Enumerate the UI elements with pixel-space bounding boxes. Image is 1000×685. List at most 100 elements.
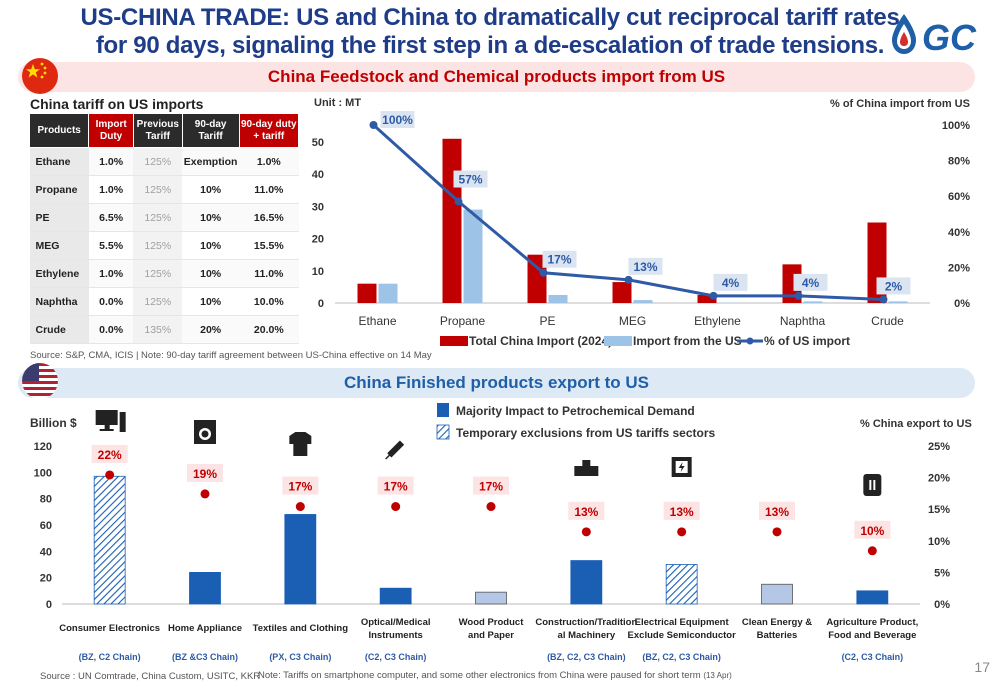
- previous-tariff-cell: 125%: [133, 147, 183, 176]
- tariff-table-row: Ethylene 1.0% 125% 10% 11.0%: [29, 259, 299, 288]
- 90day-tariff-cell: 10%: [182, 287, 240, 316]
- share-point: [677, 527, 687, 537]
- product-cell: Naphtha: [29, 287, 89, 316]
- 90day-total-cell: 1.0%: [239, 147, 299, 176]
- previous-tariff-cell: 125%: [133, 231, 183, 260]
- tariff-table: Products Import Duty Previous Tariff 90-…: [28, 113, 300, 344]
- shirt-icon: [289, 432, 312, 456]
- tariff-table-row: Ethane 1.0% 125% Exemption 1.0%: [29, 147, 299, 176]
- 90day-total-cell: 10.0%: [239, 287, 299, 316]
- chart2-category-label: Construction/Tradition: [535, 617, 637, 628]
- chart1-category-label: Crude: [871, 314, 904, 328]
- machinery-icon: [574, 460, 599, 476]
- line-data-label: 57%: [458, 173, 482, 187]
- share-data-label: 13%: [574, 505, 598, 519]
- chart2-y2tick: 5%: [934, 567, 950, 579]
- chart2-category-label: Instruments: [368, 630, 422, 641]
- chart1-category-label: MEG: [619, 314, 646, 328]
- 90day-total-cell: 11.0%: [239, 175, 299, 204]
- line-point: [709, 291, 718, 300]
- chart2-category-label: Textiles and Clothing: [253, 623, 349, 634]
- 90day-total-cell: 16.5%: [239, 203, 299, 232]
- share-label-box: [377, 476, 414, 495]
- bar-export-value: [570, 560, 603, 605]
- chart1-ytick: 30: [312, 201, 324, 213]
- line-label-box: [793, 273, 828, 291]
- product-chain-label: (BZ, C2, C3 Chain): [642, 652, 721, 662]
- share-data-label: 10%: [860, 524, 884, 538]
- 90day-tariff-cell: 10%: [182, 175, 240, 204]
- chart1-right-axis-label: % of China import from US: [830, 98, 970, 110]
- tariff-table-row: Propane 1.0% 125% 10% 11.0%: [29, 175, 299, 204]
- bar-export-value: [189, 572, 221, 605]
- legend-swatch-point: [746, 337, 754, 345]
- banner-china-import: China Feedstock and Chemical products im…: [18, 62, 975, 92]
- title-line-1: US-CHINA TRADE: US and China to dramatic…: [80, 4, 900, 31]
- legend-label-share: % of US import: [764, 334, 850, 348]
- share-point: [772, 527, 782, 537]
- share-point: [867, 546, 877, 556]
- bar-us-import: [548, 294, 568, 303]
- source-note-2: Source : UN Comtrade, China Custom, USIT…: [40, 671, 261, 682]
- chart2-category-label: Electrical Equipment: [635, 617, 730, 628]
- import-duty-cell: 1.0%: [88, 147, 134, 176]
- share-point: [105, 470, 115, 480]
- bar-us-import: [633, 300, 653, 303]
- chart1-ytick: 40: [312, 169, 324, 181]
- legend-label-total: Total China Import (2024): [469, 334, 612, 348]
- share-data-label: 17%: [288, 480, 312, 494]
- chart1-y2tick: 20%: [948, 262, 970, 274]
- product-chain-label: (PX, C3 Chain): [269, 652, 331, 662]
- 90day-tariff-cell: 10%: [182, 231, 240, 260]
- chart1-category-label: Ethylene: [694, 314, 741, 328]
- gc-logo: GC: [888, 12, 988, 58]
- share-label-box: [663, 501, 700, 520]
- line-data-label: 4%: [802, 276, 820, 290]
- line-point: [879, 295, 888, 304]
- chart2-ytick: 100: [34, 467, 52, 479]
- chart2-category-label: Consumer Electronics: [59, 623, 160, 634]
- chart1-category-label: PE: [539, 314, 555, 328]
- chart1-unit-label: Unit : MT: [314, 97, 362, 109]
- page-number: 17: [974, 659, 990, 675]
- bar-export-value: [284, 514, 317, 605]
- 90day-total-cell: 15.5%: [239, 231, 299, 260]
- legend-swatch-us: [604, 336, 632, 346]
- share-label-box: [759, 501, 795, 520]
- tariff-table-row: MEG 5.5% 125% 10% 15.5%: [29, 231, 299, 260]
- logo-text: GC: [922, 17, 977, 58]
- previous-tariff-cell: 125%: [133, 175, 183, 204]
- previous-tariff-cell: 135%: [133, 315, 183, 344]
- line-point: [539, 268, 548, 277]
- line-data-label: 17%: [547, 253, 571, 267]
- share-point: [391, 502, 401, 512]
- chart2-category-label: Food and Beverage: [828, 630, 916, 641]
- chart2-category-label: Agriculture Product,: [826, 617, 918, 628]
- bar-export-value: [475, 591, 507, 605]
- product-chain-label: (C2, C3 Chain): [365, 652, 427, 662]
- tariff-table-row: Naphtha 0.0% 125% 10% 10.0%: [29, 287, 299, 316]
- product-cell: Propane: [29, 175, 89, 204]
- share-label-box: [854, 520, 891, 539]
- product-cell: Ethylene: [29, 259, 89, 288]
- chart1-ytick: 20: [312, 234, 324, 246]
- chart2-ytick: 60: [40, 520, 52, 532]
- legend-swatch-exclusion: [436, 424, 450, 440]
- header-previous-tariff: Previous Tariff: [132, 113, 183, 148]
- share-label-box: [568, 501, 605, 520]
- chart1-category-label: Naphtha: [780, 314, 826, 328]
- share-label-box: [91, 444, 128, 463]
- chart1-category-label: Ethane: [358, 314, 396, 328]
- chart2-category-label: al Machinery: [558, 630, 616, 641]
- product-chain-label: (BZ, C2, C3 Chain): [547, 652, 626, 662]
- product-cell: Crude: [29, 315, 89, 344]
- legend-swatch-majority: [437, 403, 449, 417]
- import-duty-cell: 5.5%: [88, 231, 134, 260]
- food-can-icon: [863, 474, 882, 496]
- legend-label-majority: Majority Impact to Petrochemical Demand: [456, 404, 695, 418]
- legend-swatch-total: [440, 336, 468, 346]
- import-duty-cell: 0.0%: [88, 287, 134, 316]
- chart2-ytick: 0: [46, 599, 52, 611]
